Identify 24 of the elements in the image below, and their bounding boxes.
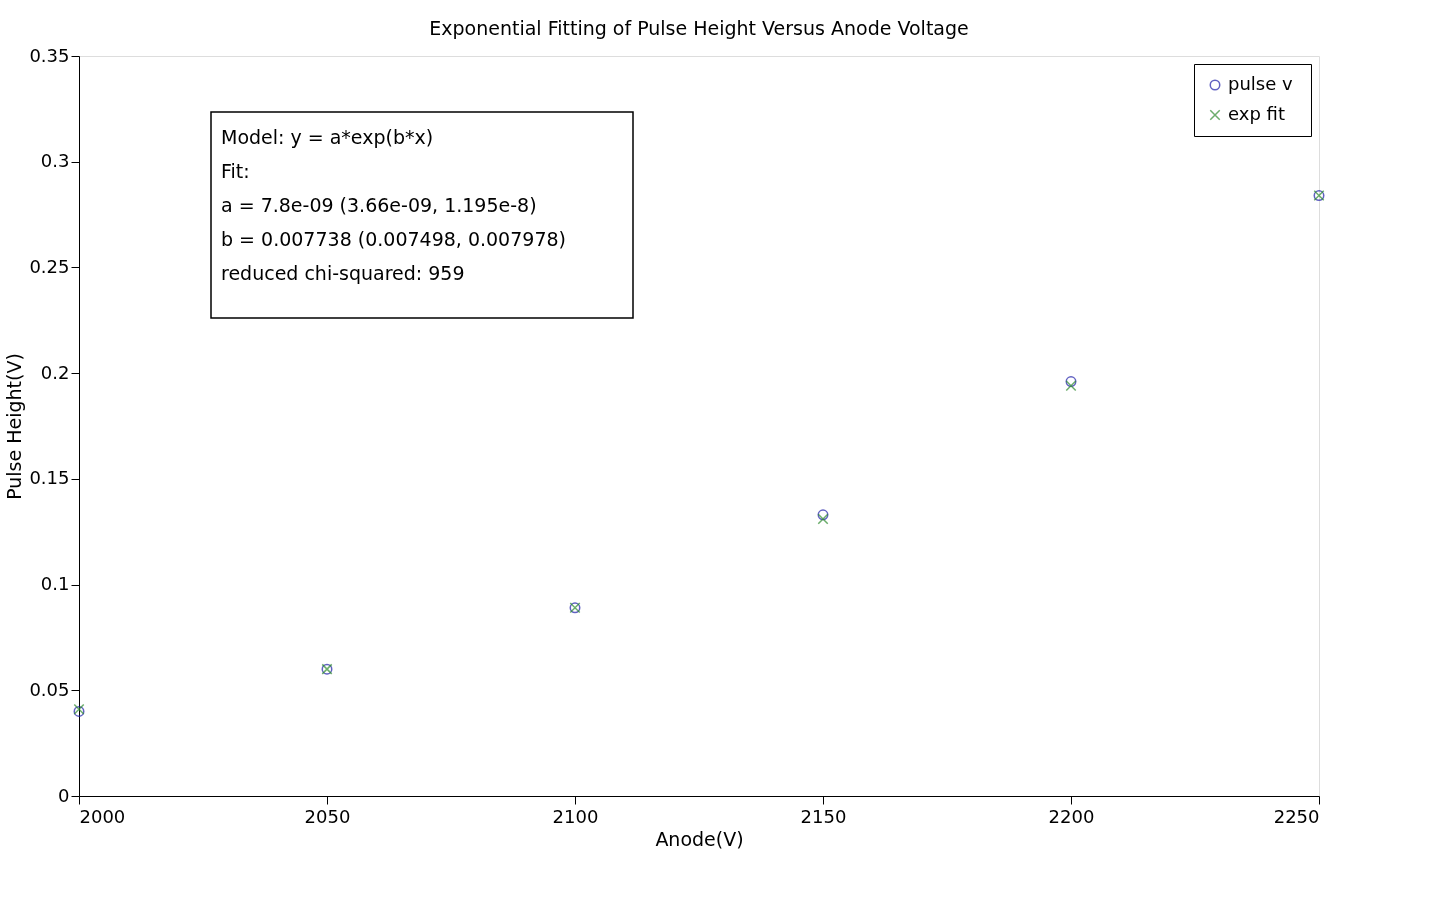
y-tick-label: 0.15 [29,467,70,489]
annotation: Model: y = a*exp(b*x) [221,126,434,148]
y-tick-label: 0.25 [29,255,70,277]
y-axis-title: Pulse Height(V) [3,353,26,500]
y-tick-label: 0.3 [40,150,70,172]
x-tick-label: 2250 [1273,805,1320,827]
x-axis-title: Anode(V) [655,827,744,850]
annotation: a = 7.8e-09 (3.66e-09, 1.195e-8) [221,194,537,216]
annotation: reduced chi-squared: 959 [221,262,465,284]
y-tick-label: 0.1 [40,573,70,595]
y-tick-label: 0.35 [29,44,70,66]
legend-label: exp fit [1228,103,1285,124]
x-tick-label: 2050 [304,805,351,827]
x-tick-label: 2100 [552,805,599,827]
chart-title: Exponential Fitting of Pulse Height Versus Anode Voltage [429,17,969,39]
legend-label: pulse v [1228,73,1294,94]
y-tick-label: 0 [58,784,70,806]
y-tick-label: 0.05 [29,678,70,700]
x-tick-label: 2200 [1048,805,1095,827]
y-tick-label: 0.2 [40,361,70,383]
annotation: b = 0.007738 (0.007498, 0.007978) [221,228,566,250]
annotation: Fit: [221,160,250,182]
x-tick-label: 2000 [79,805,126,827]
x-tick-label: 2150 [800,805,847,827]
